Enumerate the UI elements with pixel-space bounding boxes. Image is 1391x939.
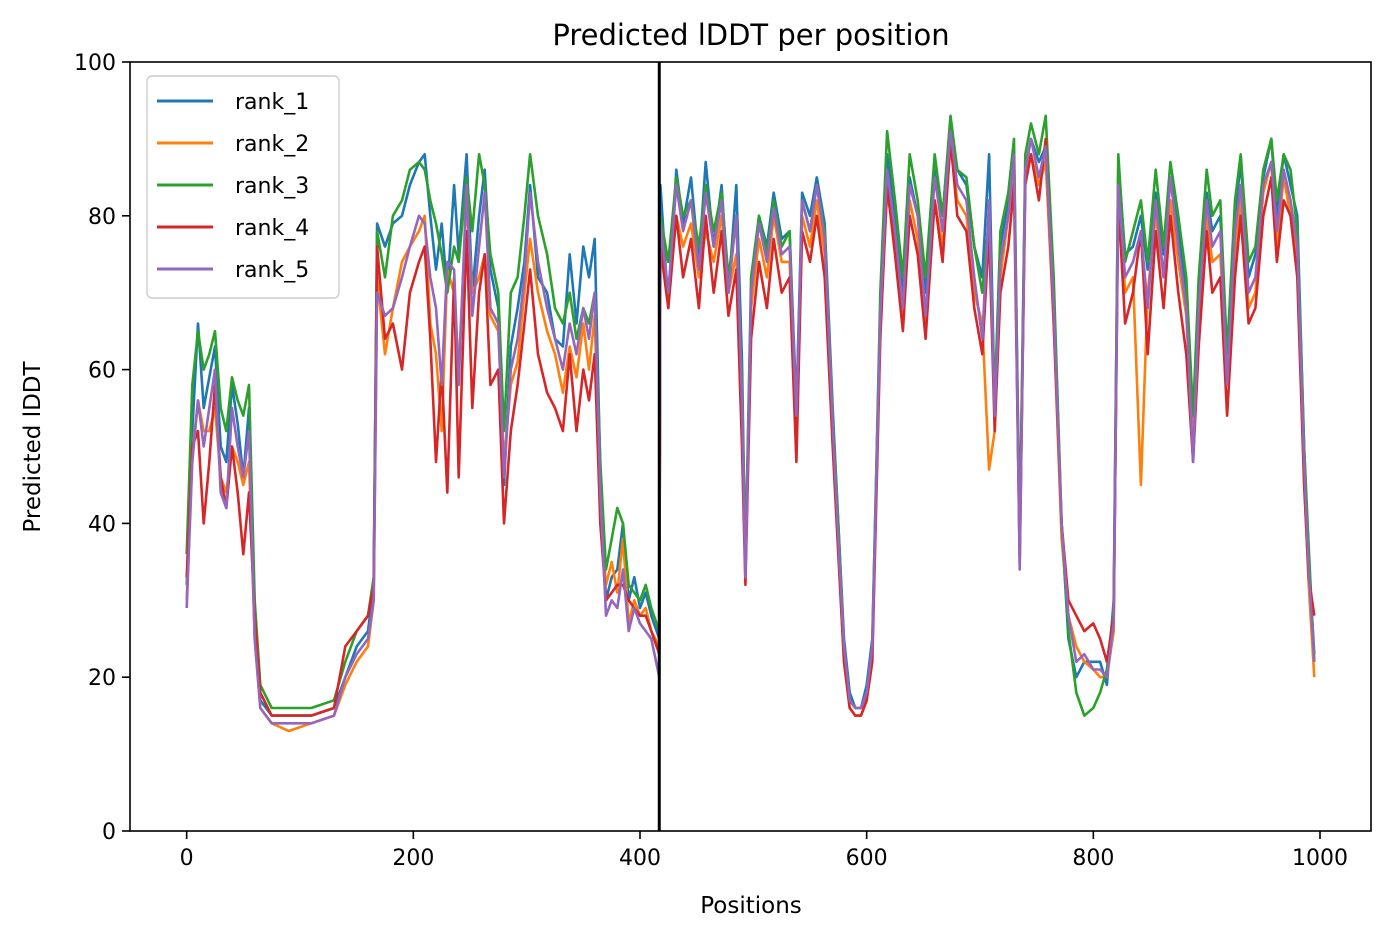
y-tick-label: 80 (88, 205, 116, 230)
x-tick-label: 600 (846, 846, 888, 871)
x-tick-label: 0 (180, 846, 194, 871)
y-tick-label: 0 (102, 820, 116, 845)
axes-frame (129, 61, 1372, 832)
legend-label-rank_2: rank_2 (235, 132, 309, 157)
legend-label-rank_1: rank_1 (235, 90, 309, 115)
x-tick-label: 400 (619, 846, 661, 871)
series-line-rank_2 (185, 145, 1316, 733)
chart-title: Predicted lDDT per position (552, 18, 949, 52)
series-line-rank_4 (185, 137, 1316, 717)
y-tick-label: 60 (88, 359, 116, 384)
legend-label-rank_4: rank_4 (235, 216, 309, 241)
y-axis-label: Predicted lDDT (20, 360, 46, 532)
x-tick-label: 1000 (1292, 846, 1348, 871)
y-tick-label: 20 (88, 666, 116, 691)
x-tick-label: 200 (392, 846, 434, 871)
y-tick-label: 40 (88, 512, 116, 537)
legend-label-rank_5: rank_5 (235, 258, 309, 283)
legend-label-rank_3: rank_3 (235, 174, 309, 199)
plot-area: 0 200 400 600 800 1000 0 20 40 60 80 100 rank_1 rank_… (74, 51, 1372, 871)
series-line-rank_3 (185, 114, 1316, 717)
x-axis-label: Positions (700, 893, 802, 919)
series-line-rank_5 (185, 129, 1316, 725)
x-tick-label: 800 (1072, 846, 1114, 871)
y-tick-label: 100 (74, 51, 116, 76)
legend-box (146, 75, 340, 299)
